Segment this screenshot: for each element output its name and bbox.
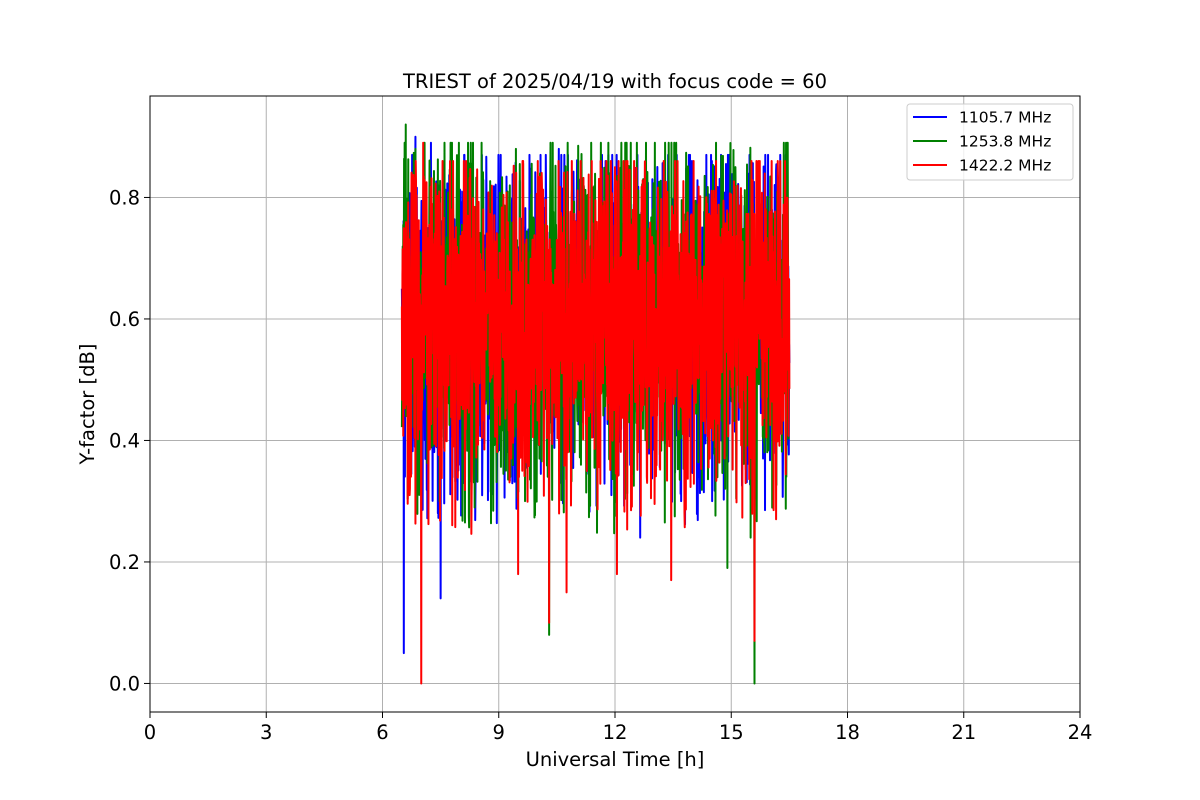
y-tick-label: 0.4	[109, 429, 140, 452]
y-axis-ticks: 0.0 0.2 0.4 0.6 0.8	[109, 186, 150, 695]
y-axis-label: Y-factor [dB]	[76, 344, 99, 466]
x-tick-label: 15	[719, 721, 744, 744]
chart-title: TRIEST of 2025/04/19 with focus code = 6…	[402, 70, 827, 93]
legend-label-3: 1422.2 MHz	[959, 157, 1051, 175]
x-tick-label: 18	[835, 721, 860, 744]
y-tick-label: 0.6	[109, 308, 140, 331]
x-tick-label: 0	[144, 721, 156, 744]
legend: 1105.7 MHz 1253.8 MHz 1422.2 MHz	[906, 103, 1074, 181]
legend-label-2: 1253.8 MHz	[959, 133, 1051, 151]
legend-label-1: 1105.7 MHz	[959, 109, 1051, 127]
x-tick-label: 3	[260, 721, 272, 744]
y-tick-label: 0.8	[109, 186, 140, 209]
x-axis-label: Universal Time [h]	[526, 748, 705, 771]
y-tick-label: 0.2	[109, 551, 140, 574]
x-tick-label: 6	[376, 721, 388, 744]
x-tick-label: 21	[951, 721, 976, 744]
x-tick-label: 12	[603, 721, 628, 744]
legend-box	[906, 103, 1074, 181]
x-tick-label: 9	[493, 721, 505, 744]
y-tick-label: 0.0	[109, 672, 140, 695]
data-series	[400, 123, 791, 685]
x-axis-ticks: 0 3 6 9 12 15 18 21 24	[144, 712, 1093, 744]
series-line-3	[400, 141, 791, 685]
x-tick-label: 24	[1068, 721, 1093, 744]
